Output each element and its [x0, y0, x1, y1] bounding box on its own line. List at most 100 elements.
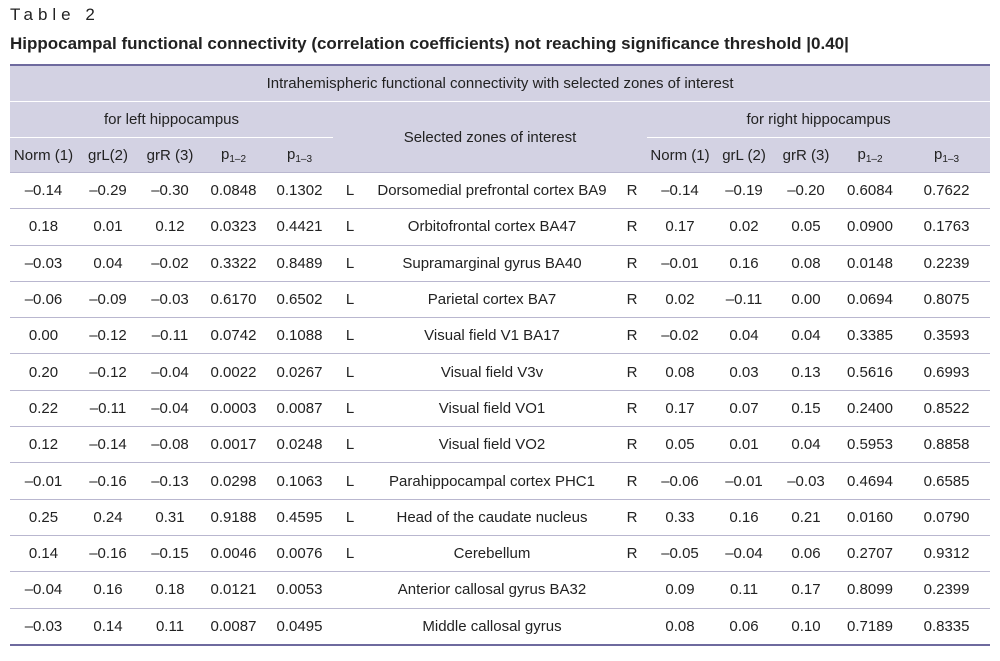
- col-right-norm: Norm (1): [647, 137, 713, 173]
- cell-left-p13: 0.4595: [266, 498, 333, 536]
- cell-left-p13: 0.1302: [266, 171, 333, 209]
- cell-right-p12: 0.0900: [837, 208, 903, 246]
- cell-right-grl: 0.11: [713, 571, 775, 609]
- table-row: –0.06 –0.09 –0.03 0.6170 0.6502 L Parietal cor…: [10, 280, 991, 318]
- cell-side-right: R: [617, 244, 647, 282]
- cell-left-p12: 0.0003: [201, 389, 266, 427]
- cell-side-right: R: [617, 317, 647, 354]
- cell-left-grl: –0.29: [77, 171, 139, 209]
- cell-side-left: L: [333, 317, 367, 354]
- cell-side-left: L: [333, 534, 367, 572]
- table-row: 0.18 0.01 0.12 0.0323 0.4421 L Orbitofrontal c…: [10, 208, 991, 246]
- col-left-grl: grL(2): [77, 137, 139, 173]
- cell-right-norm: 0.02: [647, 280, 713, 318]
- cell-left-grl: 0.24: [77, 498, 139, 536]
- cell-side-right: R: [617, 426, 647, 463]
- cell-right-p13: 0.7622: [903, 171, 991, 209]
- cell-left-norm: –0.03: [10, 607, 77, 646]
- cell-right-p13: 0.6585: [903, 462, 991, 500]
- cell-right-p13: 0.2239: [903, 244, 991, 282]
- table-row: 0.22 –0.11 –0.04 0.0003 0.0087 L Visual field …: [10, 389, 991, 427]
- cell-left-p12: 0.0087: [201, 607, 266, 646]
- cell-right-p13: 0.8075: [903, 280, 991, 318]
- cell-left-norm: 0.00: [10, 317, 77, 354]
- cell-right-grl: 0.16: [713, 244, 775, 282]
- cell-side-left: [333, 607, 367, 646]
- cell-left-p12: 0.6170: [201, 280, 266, 318]
- cell-right-grr: 0.08: [775, 244, 837, 282]
- cell-left-grr: –0.08: [139, 426, 201, 463]
- cell-right-grl: –0.11: [713, 280, 775, 318]
- cell-left-grr: –0.02: [139, 244, 201, 282]
- cell-left-p13: 0.0053: [266, 571, 333, 609]
- header-right-group: for right hippocampus: [647, 101, 991, 138]
- cell-zone: Cerebellum: [367, 534, 617, 572]
- cell-side-right: R: [617, 171, 647, 209]
- cell-right-grl: 0.02: [713, 208, 775, 246]
- cell-zone: Middle callosal gyrus: [367, 607, 617, 646]
- cell-right-grr: 0.05: [775, 208, 837, 246]
- table-caption: Hippocampal functional connectivity (cor…: [10, 34, 849, 53]
- cell-left-norm: 0.12: [10, 426, 77, 463]
- cell-zone: Visual field VO1: [367, 389, 617, 427]
- table-row: –0.04 0.16 0.18 0.0121 0.0053 Anterior callos…: [10, 571, 991, 609]
- cell-right-grr: 0.15: [775, 389, 837, 427]
- cell-right-p12: 0.7189: [837, 607, 903, 646]
- cell-right-norm: –0.14: [647, 171, 713, 209]
- cell-left-grl: –0.09: [77, 280, 139, 318]
- cell-left-p13: 0.1063: [266, 462, 333, 500]
- cell-left-p13: 0.1088: [266, 317, 333, 354]
- cell-side-left: L: [333, 244, 367, 282]
- cell-right-grr: 0.04: [775, 317, 837, 354]
- table-row: –0.03 0.14 0.11 0.0087 0.0495 Middle callosal…: [10, 607, 991, 646]
- cell-side-right: R: [617, 498, 647, 536]
- cell-right-p13: 0.2399: [903, 571, 991, 609]
- cell-right-p12: 0.0148: [837, 244, 903, 282]
- cell-right-norm: –0.02: [647, 317, 713, 354]
- cell-left-norm: 0.20: [10, 353, 77, 391]
- cell-right-p13: 0.9312: [903, 534, 991, 572]
- cell-left-p13: 0.0076: [266, 534, 333, 572]
- cell-left-p12: 0.0022: [201, 353, 266, 391]
- cell-right-norm: –0.01: [647, 244, 713, 282]
- cell-left-p12: 0.0323: [201, 208, 266, 246]
- cell-left-grr: 0.11: [139, 607, 201, 646]
- cell-left-p12: 0.9188: [201, 498, 266, 536]
- cell-side-left: L: [333, 498, 367, 536]
- cell-left-grr: –0.30: [139, 171, 201, 209]
- cell-side-right: R: [617, 208, 647, 246]
- cell-right-grl: 0.04: [713, 317, 775, 354]
- cell-left-p12: 0.0742: [201, 317, 266, 354]
- cell-left-p12: 0.0046: [201, 534, 266, 572]
- cell-right-p13: 0.3593: [903, 317, 991, 354]
- cell-right-p12: 0.0694: [837, 280, 903, 318]
- cell-side-left: L: [333, 426, 367, 463]
- table-row: 0.25 0.24 0.31 0.9188 0.4595 L Head of the cau…: [10, 498, 991, 536]
- cell-right-p13: 0.1763: [903, 208, 991, 246]
- header-zones: Selected zones of interest: [333, 101, 647, 173]
- cell-right-grr: –0.03: [775, 462, 837, 500]
- cell-right-p12: 0.2400: [837, 389, 903, 427]
- cell-right-norm: 0.08: [647, 607, 713, 646]
- cell-side-left: L: [333, 462, 367, 500]
- cell-right-grl: 0.03: [713, 353, 775, 391]
- cell-right-grr: –0.20: [775, 171, 837, 209]
- cell-right-grr: 0.17: [775, 571, 837, 609]
- cell-right-grr: 0.21: [775, 498, 837, 536]
- cell-left-p13: 0.4421: [266, 208, 333, 246]
- cell-right-p12: 0.8099: [837, 571, 903, 609]
- cell-right-p13: 0.0790: [903, 498, 991, 536]
- cell-side-left: L: [333, 353, 367, 391]
- cell-left-p13: 0.0087: [266, 389, 333, 427]
- cell-side-right: R: [617, 280, 647, 318]
- table-row: 0.20 –0.12 –0.04 0.0022 0.0267 L Visual field …: [10, 353, 991, 391]
- cell-right-p13: 0.8858: [903, 426, 991, 463]
- cell-right-p12: 0.0160: [837, 498, 903, 536]
- cell-zone: Orbitofrontal cortex BA47: [367, 208, 617, 246]
- cell-left-grl: –0.16: [77, 534, 139, 572]
- cell-left-grl: –0.12: [77, 353, 139, 391]
- table-label: Table 2: [10, 5, 100, 24]
- cell-left-grr: –0.04: [139, 353, 201, 391]
- cell-right-grr: 0.10: [775, 607, 837, 646]
- cell-right-grr: 0.06: [775, 534, 837, 572]
